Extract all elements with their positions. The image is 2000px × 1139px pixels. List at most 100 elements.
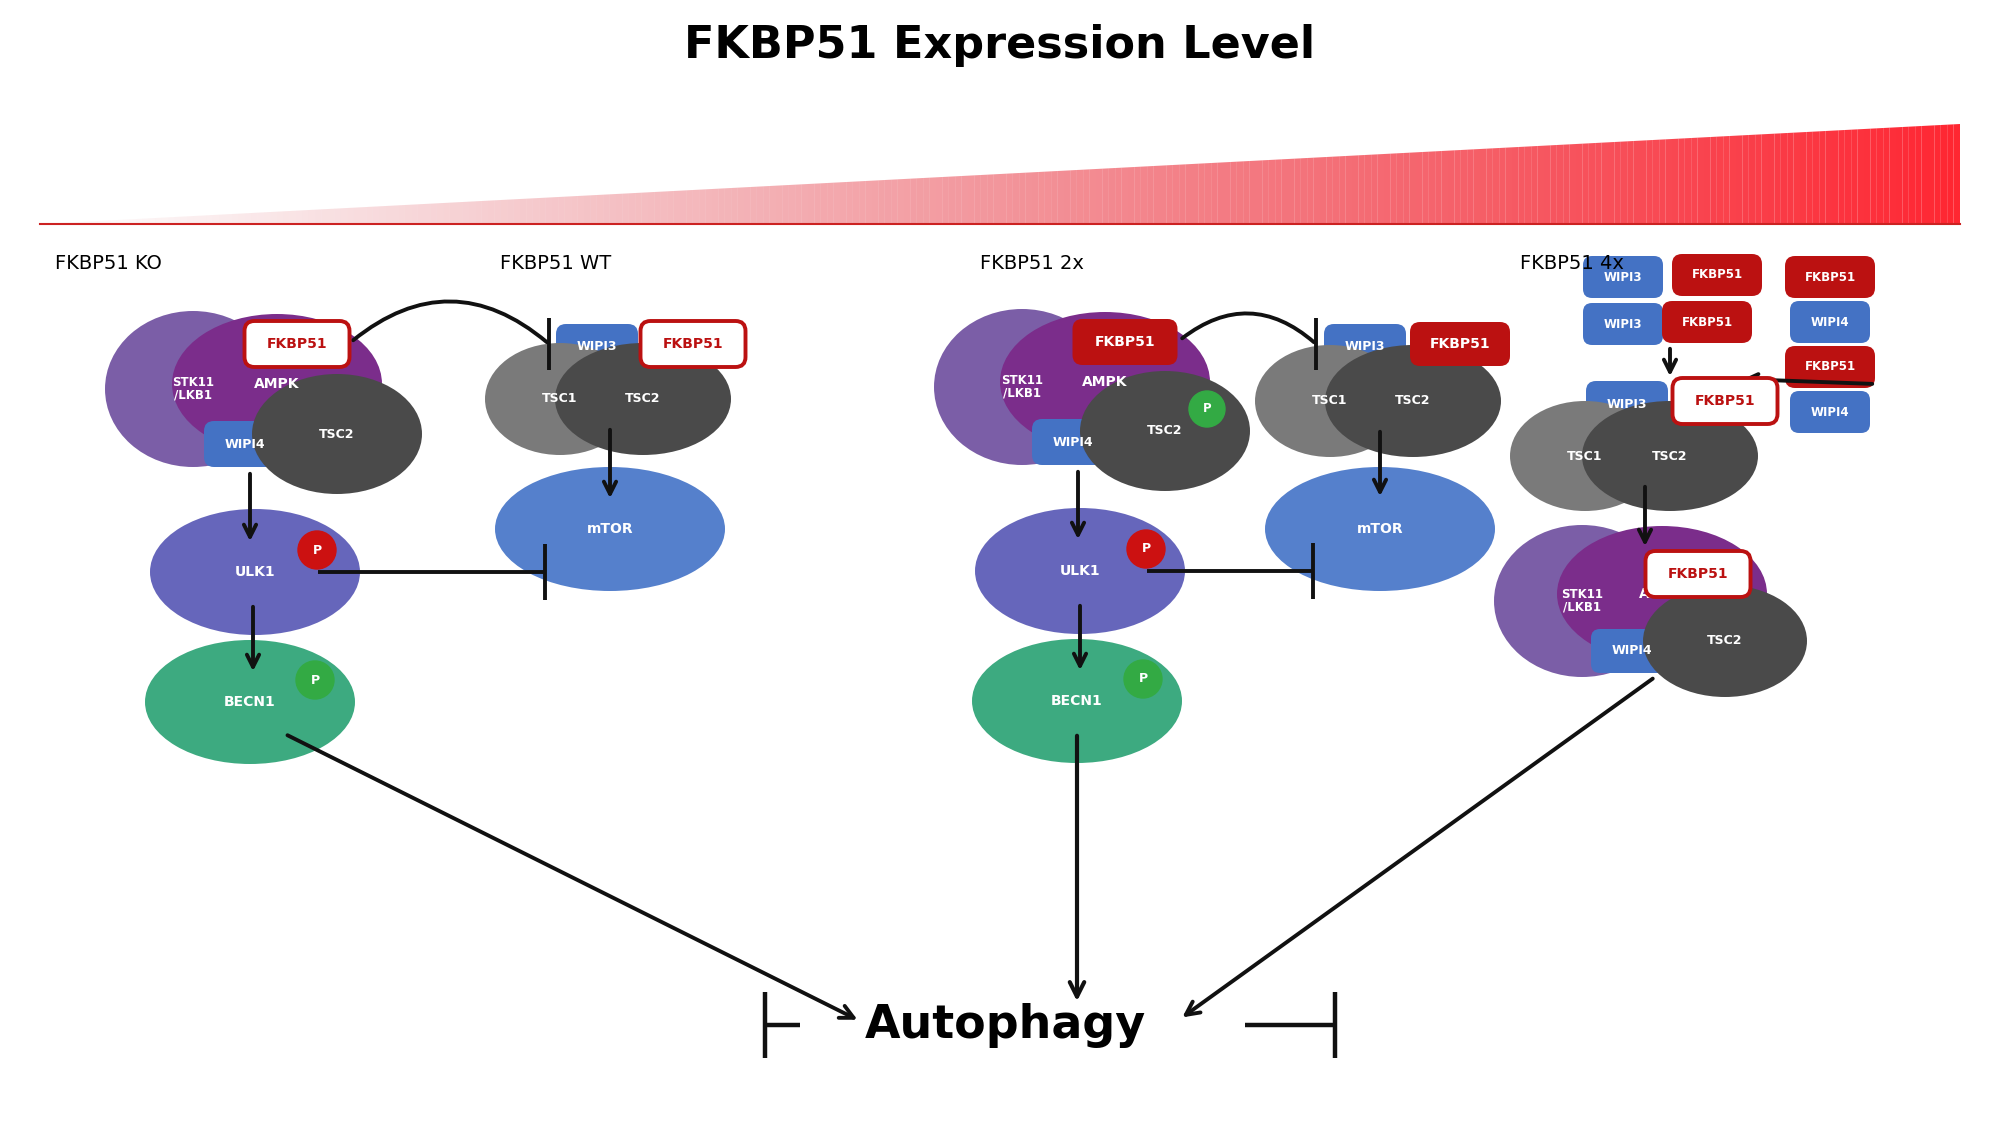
- Ellipse shape: [1644, 585, 1808, 697]
- Polygon shape: [1314, 157, 1320, 224]
- Text: FKBP51: FKBP51: [1668, 567, 1728, 581]
- Text: P: P: [312, 543, 322, 557]
- FancyBboxPatch shape: [204, 421, 286, 467]
- Polygon shape: [1678, 138, 1684, 224]
- Polygon shape: [834, 182, 840, 224]
- FancyBboxPatch shape: [1646, 551, 1750, 597]
- Polygon shape: [776, 186, 782, 224]
- Text: WIPI3: WIPI3: [1344, 341, 1386, 353]
- Text: WIPI3: WIPI3: [576, 341, 618, 353]
- Text: P: P: [1138, 672, 1148, 686]
- Polygon shape: [1640, 140, 1646, 224]
- Ellipse shape: [1494, 525, 1670, 677]
- Polygon shape: [238, 213, 244, 224]
- Polygon shape: [988, 174, 994, 224]
- Polygon shape: [980, 174, 988, 224]
- Polygon shape: [424, 204, 430, 224]
- Polygon shape: [1212, 163, 1218, 224]
- Polygon shape: [1230, 162, 1236, 224]
- Ellipse shape: [484, 343, 636, 454]
- Polygon shape: [1084, 170, 1090, 224]
- Polygon shape: [1180, 164, 1186, 224]
- Ellipse shape: [1080, 371, 1250, 491]
- Polygon shape: [1710, 137, 1716, 224]
- Polygon shape: [1410, 153, 1416, 224]
- Text: FKBP51 Expression Level: FKBP51 Expression Level: [684, 24, 1316, 67]
- Text: P: P: [1202, 402, 1212, 416]
- Polygon shape: [706, 189, 712, 224]
- Polygon shape: [1812, 131, 1820, 224]
- Ellipse shape: [976, 508, 1184, 634]
- Polygon shape: [700, 189, 706, 224]
- Polygon shape: [622, 194, 628, 224]
- Polygon shape: [1320, 157, 1326, 224]
- Polygon shape: [1224, 162, 1230, 224]
- Polygon shape: [1052, 171, 1058, 224]
- Polygon shape: [590, 195, 596, 224]
- Ellipse shape: [1582, 401, 1758, 511]
- Ellipse shape: [252, 374, 422, 494]
- Polygon shape: [308, 210, 316, 224]
- Polygon shape: [1506, 147, 1512, 224]
- Polygon shape: [1780, 133, 1788, 224]
- Polygon shape: [1512, 147, 1518, 224]
- Polygon shape: [1556, 145, 1564, 224]
- Text: AMPK: AMPK: [254, 377, 300, 391]
- Polygon shape: [1116, 167, 1122, 224]
- Polygon shape: [744, 187, 750, 224]
- Text: mTOR: mTOR: [1356, 522, 1404, 536]
- Polygon shape: [1620, 141, 1628, 224]
- Text: FKBP51: FKBP51: [1804, 270, 1856, 284]
- Polygon shape: [180, 216, 188, 224]
- Polygon shape: [226, 214, 232, 224]
- FancyBboxPatch shape: [556, 323, 638, 370]
- Polygon shape: [212, 214, 220, 224]
- Polygon shape: [1768, 133, 1774, 224]
- Polygon shape: [142, 219, 148, 224]
- Polygon shape: [1090, 169, 1096, 224]
- Polygon shape: [354, 207, 360, 224]
- Circle shape: [298, 531, 336, 570]
- Polygon shape: [1442, 150, 1448, 224]
- Polygon shape: [916, 178, 924, 224]
- Text: TSC1: TSC1: [1568, 450, 1602, 462]
- Text: FKBP51 4x: FKBP51 4x: [1520, 254, 1624, 273]
- Polygon shape: [840, 182, 846, 224]
- Polygon shape: [398, 205, 404, 224]
- Polygon shape: [584, 195, 590, 224]
- Polygon shape: [1492, 148, 1500, 224]
- Polygon shape: [1550, 145, 1556, 224]
- Text: AMPK: AMPK: [1640, 587, 1684, 601]
- Ellipse shape: [1266, 467, 1496, 591]
- Polygon shape: [360, 207, 366, 224]
- Polygon shape: [1390, 154, 1396, 224]
- Text: TSC2: TSC2: [1708, 634, 1742, 647]
- Polygon shape: [1204, 163, 1212, 224]
- Polygon shape: [1480, 149, 1486, 224]
- Polygon shape: [1582, 144, 1588, 224]
- Polygon shape: [1236, 162, 1244, 224]
- Polygon shape: [968, 175, 974, 224]
- FancyBboxPatch shape: [1584, 256, 1664, 298]
- Polygon shape: [232, 214, 238, 224]
- Polygon shape: [750, 187, 756, 224]
- Text: mTOR: mTOR: [586, 522, 634, 536]
- Polygon shape: [532, 198, 540, 224]
- Polygon shape: [674, 190, 680, 224]
- Polygon shape: [334, 208, 340, 224]
- Polygon shape: [1538, 146, 1544, 224]
- Polygon shape: [974, 175, 980, 224]
- Text: STK11
/LKB1: STK11 /LKB1: [1000, 374, 1044, 400]
- Polygon shape: [412, 204, 418, 224]
- Polygon shape: [1876, 128, 1884, 224]
- Polygon shape: [1064, 171, 1070, 224]
- Text: WIPI4: WIPI4: [1810, 316, 1850, 328]
- Polygon shape: [1660, 139, 1666, 224]
- Polygon shape: [1436, 151, 1442, 224]
- Text: TSC1: TSC1: [1312, 394, 1348, 408]
- Polygon shape: [1820, 131, 1826, 224]
- FancyBboxPatch shape: [1410, 322, 1510, 366]
- Polygon shape: [1576, 144, 1582, 224]
- Text: WIPI4: WIPI4: [224, 437, 266, 451]
- Polygon shape: [188, 216, 194, 224]
